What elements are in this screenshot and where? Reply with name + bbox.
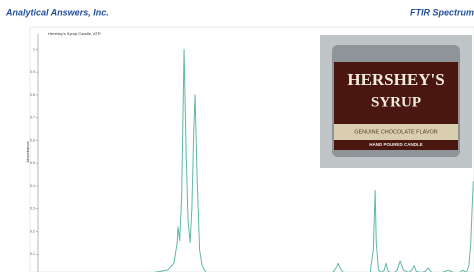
photo-product: SYRUP <box>371 94 421 110</box>
product-photo: HERSHEY'S SYRUP GENUINE CHOCOLATE FLAVOR… <box>320 35 472 168</box>
page: {"header": {"company": "Analytical Answe… <box>0 0 474 272</box>
photo-note: HAND POURED CANDLE <box>369 142 423 147</box>
chart: Analytical Answers, Inc. FTIR Spectrum H… <box>0 0 474 272</box>
company-name: Analytical Answers, Inc. <box>5 7 109 17</box>
y-tick-label: 0.5 <box>30 161 35 165</box>
y-tick-label: 0.4 <box>30 184 35 188</box>
y-tick-label: 0.1 <box>30 252 35 256</box>
photo-brand: HERSHEY'S <box>347 70 444 89</box>
y-tick-label: 0.3 <box>30 207 35 211</box>
report-title: FTIR Spectrum <box>410 7 474 17</box>
y-tick-label: 0.2 <box>30 229 35 233</box>
y-tick-label: 0.6 <box>30 138 35 142</box>
y-tick-label: 0.7 <box>30 116 35 120</box>
y-tick-label: 0.8 <box>30 93 35 97</box>
y-axis-label: Absorbance <box>25 141 30 163</box>
y-tick-label: 0.9 <box>30 70 35 74</box>
y-tick-label: 1 <box>33 47 35 51</box>
chart-title: Hershey's Syrup Candle, ATR <box>48 31 101 36</box>
photo-flavor: GENUINE CHOCOLATE FLAVOR <box>354 129 438 135</box>
